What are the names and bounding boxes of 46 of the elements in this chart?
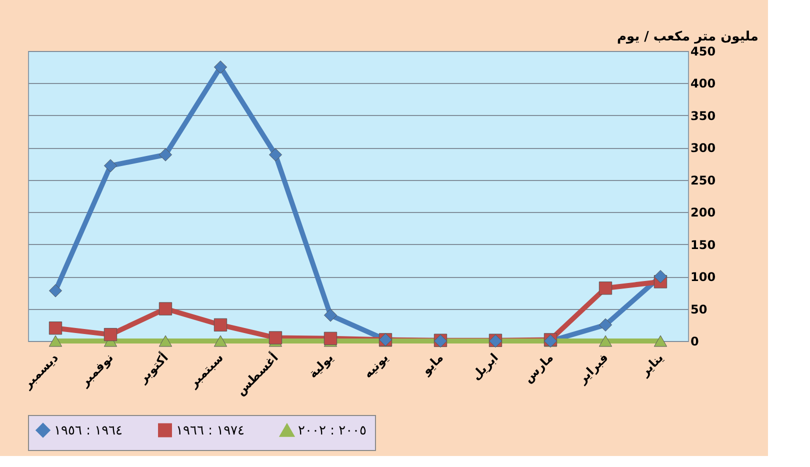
point (598, 335, 612, 347)
x-tick-label: يناير (637, 350, 666, 380)
point (268, 331, 282, 344)
legend-label: ١٩٧٤ : ١٩٦٦ (176, 423, 245, 438)
y-tick-label: 200 (690, 206, 716, 220)
x-tick-label: فبراير (574, 350, 611, 387)
x-tick-label: أغسطس (232, 350, 281, 398)
point (214, 318, 228, 332)
x-tick-label: أكتوبر (134, 350, 171, 386)
x-tick-label: نوفمبر (76, 350, 116, 390)
y-tick-label: 250 (690, 173, 716, 188)
point (214, 335, 228, 347)
point (48, 284, 62, 298)
x-tick-label: يونيه (360, 350, 391, 381)
x-tick-label: ابريل (468, 350, 501, 383)
point (654, 335, 668, 347)
y-axis-title: مليون متر مكعب / يوم (617, 30, 758, 44)
legend-label: ١٩٦٤ : ١٩٥٦ (54, 423, 123, 438)
y-tick-label: 150 (690, 238, 716, 252)
y-tick-label: 450 (690, 44, 716, 58)
point (158, 148, 172, 162)
point (598, 318, 612, 332)
point (158, 335, 172, 347)
legend-label: ٢٠٠٥ : ٢٠٠٢ (298, 424, 367, 439)
x-tick-label: سبتمبر (186, 350, 226, 391)
y-tick-label: 0 (690, 334, 699, 348)
point (158, 302, 172, 316)
y-tick-label: 100 (690, 270, 716, 284)
point (214, 60, 228, 74)
point (324, 332, 338, 345)
y-tick-label: 50 (690, 302, 708, 316)
y-tick-label: 350 (690, 108, 716, 123)
x-tick-label: يولية (306, 350, 336, 381)
point (654, 270, 668, 284)
x-tick-label: مارس (521, 350, 556, 386)
point (104, 328, 118, 342)
point (598, 282, 612, 295)
point (48, 335, 62, 347)
point (268, 148, 282, 162)
y-tick-label: 300 (690, 141, 716, 156)
x-tick-label: ديسمبر (20, 350, 61, 392)
point (104, 159, 118, 172)
point (48, 322, 62, 335)
y-tick-label: 400 (690, 76, 716, 91)
point (324, 308, 338, 322)
x-tick-label: مايو (418, 350, 446, 378)
